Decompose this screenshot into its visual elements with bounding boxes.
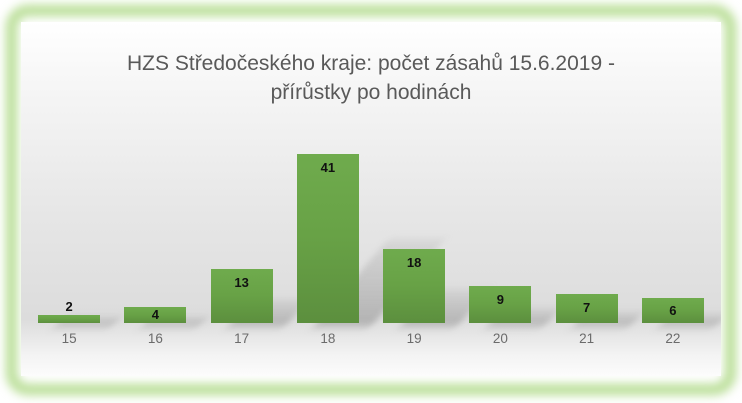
chart-area: HZS Středočeského kraje: počet zásahů 15…	[21, 22, 721, 376]
data-label: 18	[406, 255, 422, 270]
x-axis-label: 21	[579, 331, 595, 346]
data-label: 6	[669, 302, 677, 318]
data-label: 9	[496, 292, 504, 307]
bar-slot-21: 7 21	[544, 123, 643, 346]
bar-slot-17: 13 17	[199, 123, 309, 346]
chart-title-line1: HZS Středočeského kraje: počet zásahů 15…	[127, 52, 615, 75]
data-label: 7	[583, 300, 591, 315]
x-axis-label: 17	[234, 331, 250, 346]
x-axis-label: 18	[320, 331, 336, 346]
bar-15: 2	[38, 300, 101, 323]
bar-slot-19: 18 19	[371, 123, 490, 346]
data-label: 41	[320, 160, 336, 175]
decorative-glow-border	[6, 5, 736, 395]
chart-title: HZS Středočeského kraje: počet zásahů 15…	[21, 49, 721, 107]
bar-slot-22: 6 22	[630, 123, 721, 346]
bar-18: 41	[296, 154, 359, 323]
bar-slot-18: 41 18	[285, 123, 445, 346]
plot-area: 2 15 4 16 13 17 41 18 18 19 9 20 7 21 6 22	[26, 123, 721, 346]
bar-17: 13	[210, 269, 273, 323]
bar-slot-20: 9 20	[457, 123, 560, 346]
x-axis-label: 19	[406, 331, 422, 346]
bar-21: 7	[555, 294, 618, 323]
chart-title-line2: přírůstky po hodinách	[270, 81, 472, 104]
x-axis-label: 20	[492, 331, 508, 346]
x-axis-label: 16	[147, 331, 163, 346]
x-axis-label: 22	[665, 331, 681, 346]
bar-slot-16: 4 16	[112, 123, 207, 346]
bar-16: 4	[124, 307, 187, 323]
data-label: 13	[234, 275, 249, 290]
bar-22: 6	[641, 298, 704, 323]
bar-slot-15: 2 15	[26, 123, 121, 346]
bar-20: 9	[469, 286, 532, 323]
data-label: 4	[151, 307, 159, 322]
bar-19: 18	[383, 249, 446, 323]
data-label: 2	[65, 299, 73, 314]
x-axis-label: 15	[61, 331, 77, 346]
